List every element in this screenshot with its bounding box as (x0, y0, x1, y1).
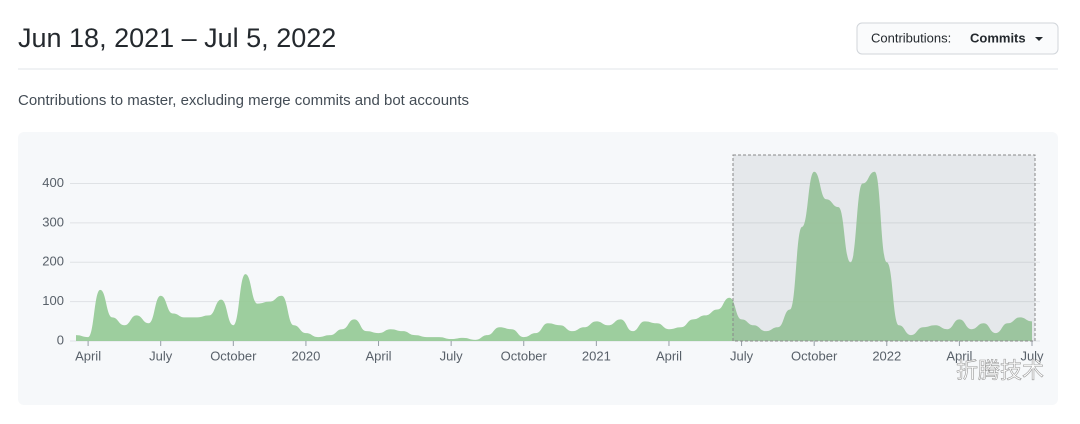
x-tick-label: July (1020, 348, 1044, 363)
x-tick-label: 2021 (582, 348, 611, 363)
x-tick-label: April (75, 348, 101, 363)
x-tick-label: July (440, 348, 464, 363)
y-tick-label: 0 (57, 332, 64, 347)
plot: 0 100 200 300 400 April July October 2020 April Ju… (42, 171, 1044, 363)
x-tick-label: October (210, 348, 257, 363)
y-tick-label: 100 (42, 293, 64, 308)
caret[interactable] (1035, 37, 1043, 41)
button-label[interactable]: Contributions: (871, 30, 951, 45)
y-tick-label: 200 (42, 254, 64, 269)
x-tick-label: April (656, 348, 682, 363)
subtitle: Contributions to master, excluding merge… (18, 92, 469, 109)
x-tick-label: 2022 (872, 348, 901, 363)
area (76, 171, 1032, 341)
x-tick-label: July (149, 348, 173, 363)
y-tick-label: 300 (42, 214, 64, 229)
watermark: 折腾技术 (956, 358, 1044, 383)
contributions-button[interactable]: Contributions: Commits (856, 22, 1059, 55)
x-tick-label: October (791, 348, 838, 363)
selection-brush[interactable] (732, 154, 1036, 342)
x-tick-label: July (730, 348, 754, 363)
x-tick-label: October (501, 348, 548, 363)
y-tick-label: 400 (42, 175, 64, 190)
x-tick-label: April (946, 348, 972, 363)
x-tick-label: 2020 (291, 348, 320, 363)
date-range-title: Jun 18, 2021 – Jul 5, 2022 (18, 23, 336, 53)
button-value[interactable]: Commits (970, 30, 1026, 45)
button-box[interactable] (856, 22, 1059, 55)
x-tick-label: April (366, 348, 392, 363)
